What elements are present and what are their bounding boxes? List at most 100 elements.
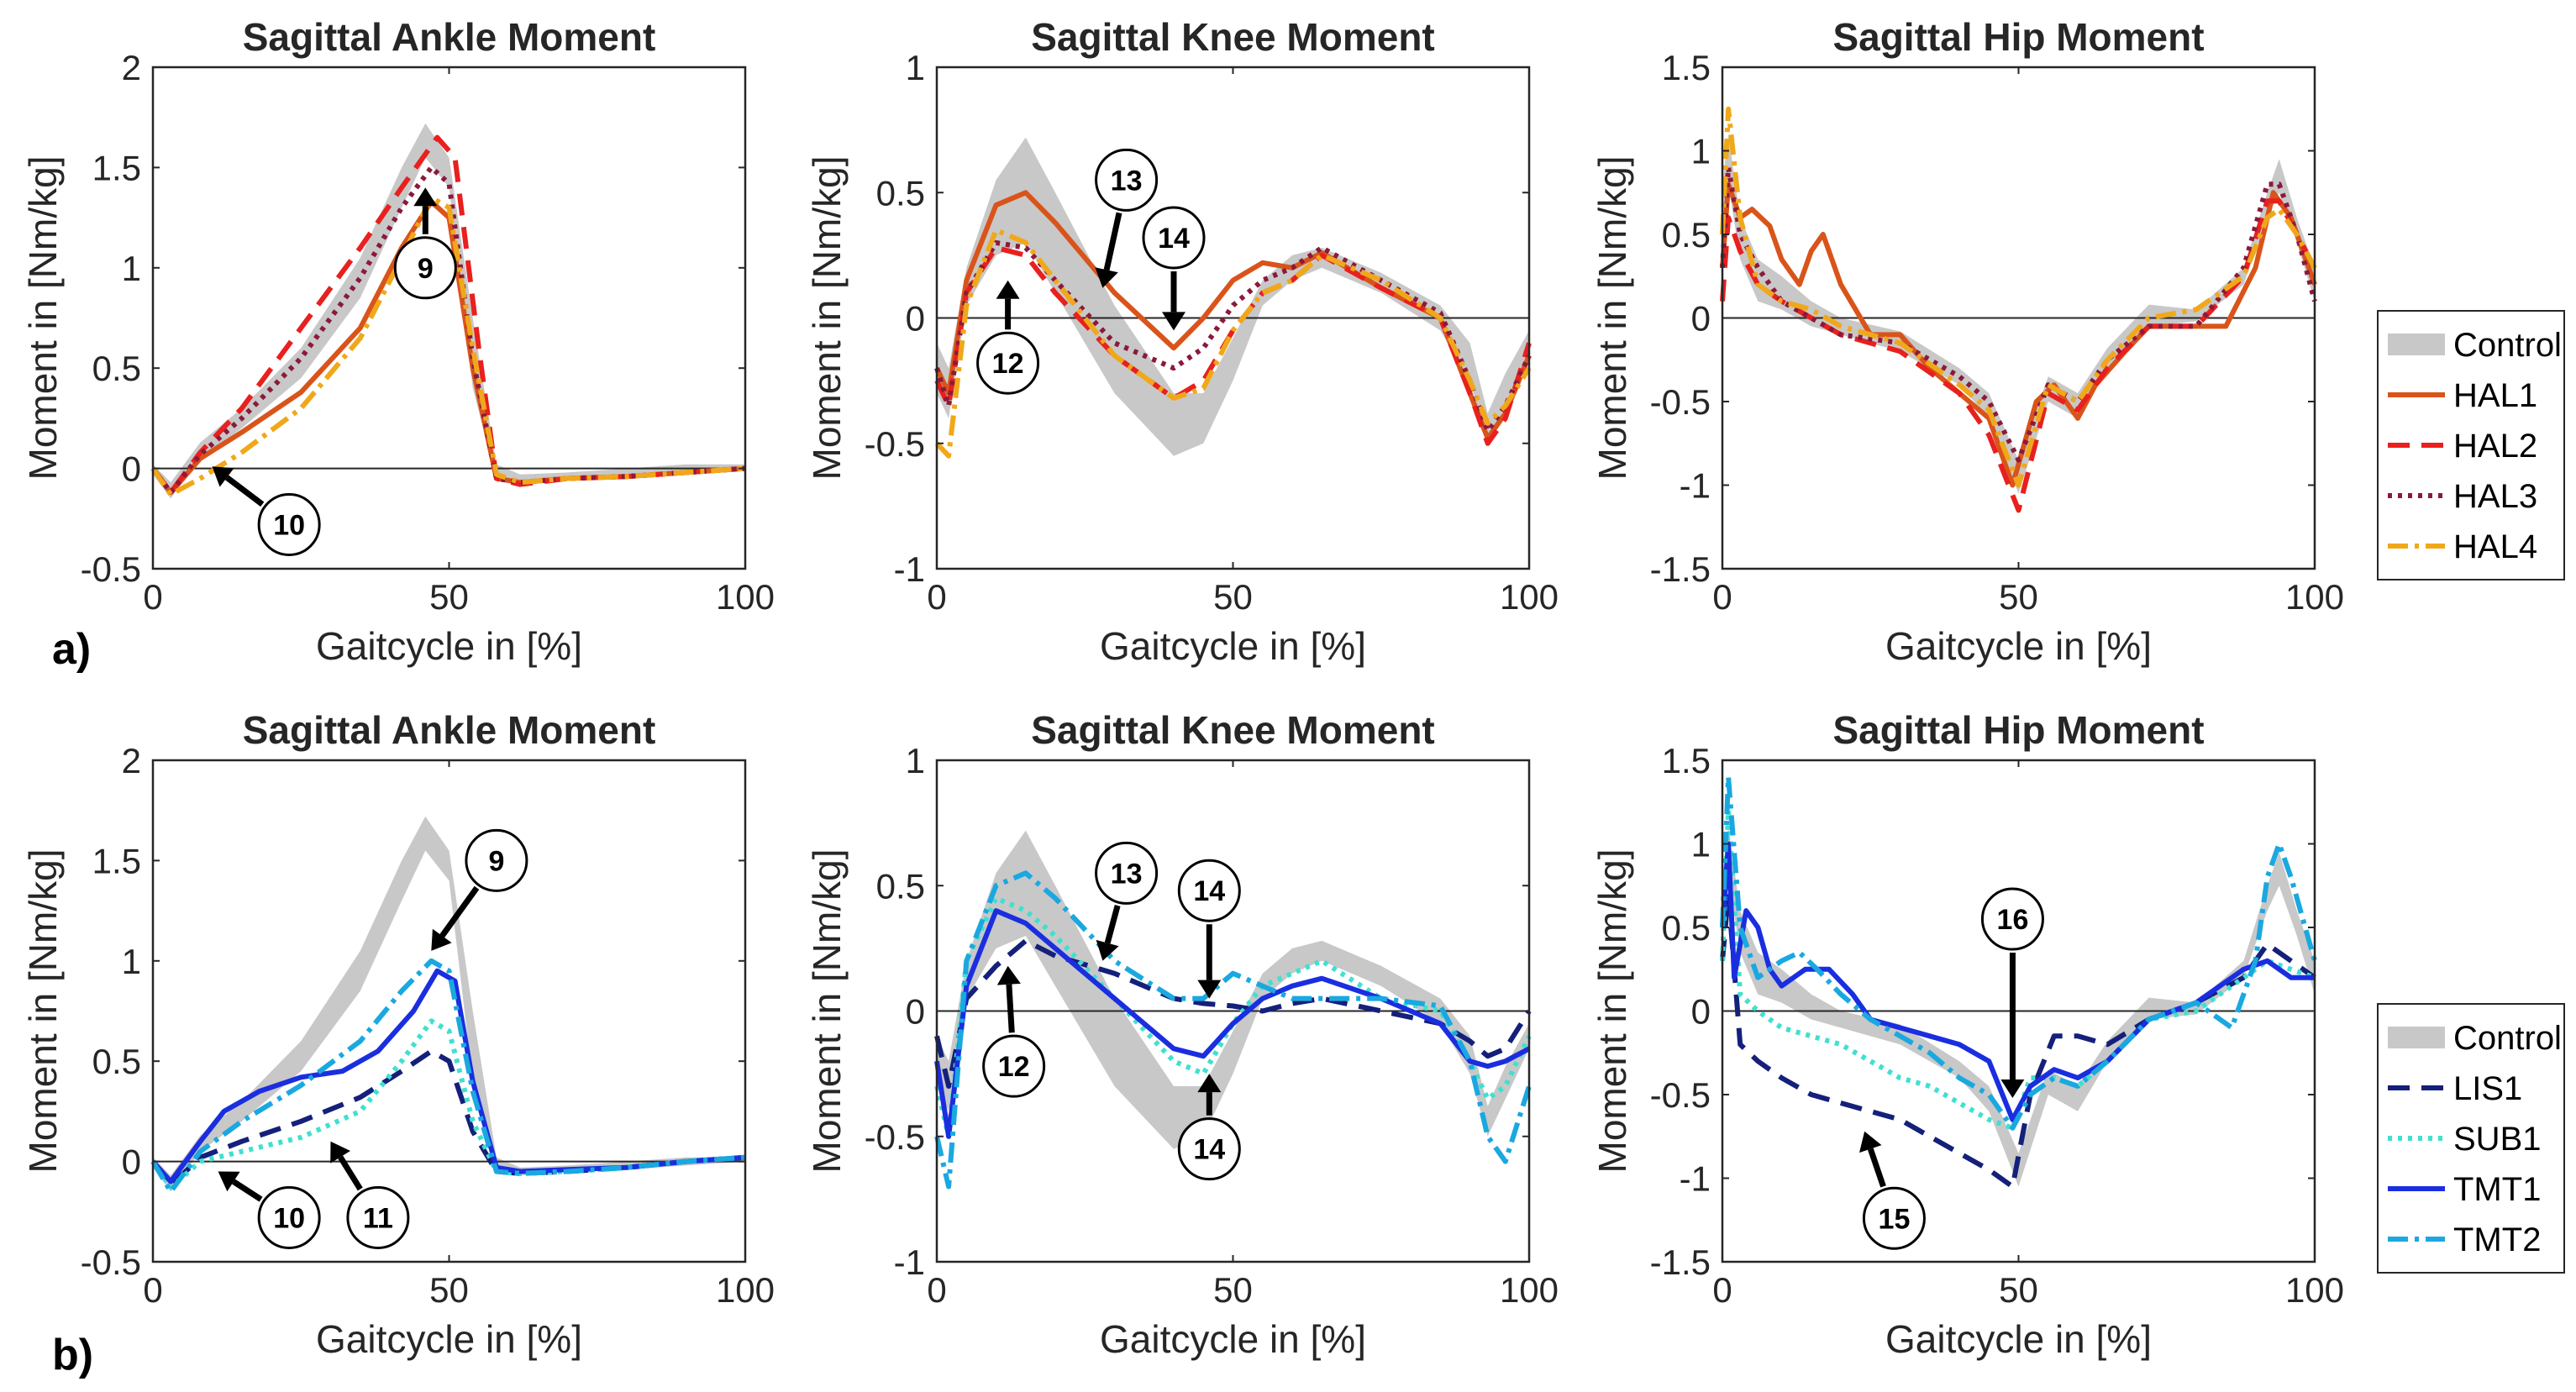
x-tick-label: 100 bbox=[1500, 577, 1559, 617]
y-tick-label: -0.5 bbox=[865, 424, 925, 464]
axes-frame bbox=[151, 66, 747, 570]
legend-label: HAL3 bbox=[2453, 478, 2537, 515]
annotation-label: 13 bbox=[1111, 858, 1143, 890]
series-line-tmt2 bbox=[1720, 774, 2317, 1131]
annotation-label: 16 bbox=[1997, 904, 2029, 936]
annotation-arrow-head bbox=[431, 928, 452, 951]
annotation-14: 14 bbox=[1177, 859, 1241, 999]
series-line-hal4 bbox=[934, 228, 1532, 459]
annotation-arrow-shaft bbox=[1103, 212, 1122, 271]
series-line-tmt1 bbox=[934, 908, 1531, 1139]
y-tick-label: -0.5 bbox=[81, 1242, 141, 1282]
control-band bbox=[1722, 134, 2315, 494]
y-tick-label: -0.5 bbox=[865, 1117, 925, 1157]
y-axis-label: Moment in [Nm/kg] bbox=[21, 849, 65, 1174]
annotation-circle bbox=[393, 236, 457, 300]
series-line-tmt2 bbox=[150, 958, 746, 1195]
series-line-lis1 bbox=[934, 938, 1532, 1089]
legend-label: Control bbox=[2453, 327, 2562, 364]
y-tick-label: 0.5 bbox=[876, 173, 925, 213]
y-tick-label: 0.5 bbox=[92, 349, 141, 388]
annotation-label: 14 bbox=[1193, 1134, 1225, 1166]
annotation-circle bbox=[465, 828, 528, 892]
annotation-circle bbox=[1980, 887, 2044, 951]
y-tick-label: 1 bbox=[1691, 132, 1711, 171]
legend-label: LIS1 bbox=[2453, 1070, 2522, 1107]
chart-title: Sagittal Hip Moment bbox=[1832, 708, 2204, 752]
annotation-arrow-shaft bbox=[224, 475, 265, 507]
chart-a-knee: 0 50 100 -1 -0.5 0 0.5 1 Sagittal Knee Moment Gai… bbox=[805, 15, 1559, 668]
y-axis-label: Moment in [Nm/kg] bbox=[805, 849, 849, 1174]
series-line-hal1 bbox=[150, 199, 746, 496]
annotation-circle bbox=[346, 1185, 410, 1249]
annotation-13: 13 bbox=[1095, 841, 1159, 961]
y-tick-label: 0.5 bbox=[1662, 908, 1711, 948]
control-band bbox=[153, 123, 745, 499]
y-axis-label: Moment in [Nm/kg] bbox=[1590, 849, 1634, 1174]
series-line-sub1 bbox=[1720, 807, 2316, 1131]
annotation-circle bbox=[1862, 1186, 1926, 1250]
annotation-arrow-head bbox=[2000, 1079, 2025, 1098]
y-tick-label: -1.5 bbox=[1650, 549, 1711, 589]
annotation-arrow-shaft bbox=[1006, 984, 1015, 1033]
y-tick-label: 0 bbox=[122, 449, 141, 489]
chart-b-knee: 0 50 100 -1 -0.5 0 0.5 1 Sagittal Knee Moment Gai… bbox=[805, 708, 1559, 1361]
x-tick-label: 0 bbox=[927, 577, 946, 617]
x-tick-label: 100 bbox=[716, 577, 775, 617]
y-tick-label: -1 bbox=[894, 549, 925, 589]
series-line-lis1 bbox=[150, 1048, 746, 1189]
legend-label: Control bbox=[2453, 1020, 2562, 1057]
y-tick-label: 0.5 bbox=[876, 866, 925, 906]
x-axis-label: Gaitcycle in [%] bbox=[316, 1317, 582, 1361]
x-tick-label: 0 bbox=[143, 577, 162, 617]
legend-b: Control LIS1 SUB1 TMT1 TMT2 bbox=[2377, 1003, 2565, 1274]
y-tick-label: 0.5 bbox=[92, 1042, 141, 1081]
annotation-15: 15 bbox=[1859, 1131, 1926, 1250]
annotation-14: 14 bbox=[1177, 1074, 1241, 1181]
series-line-hal2 bbox=[150, 134, 746, 496]
x-tick-label: 100 bbox=[1500, 1270, 1559, 1310]
annotation-11: 11 bbox=[330, 1141, 410, 1249]
chart-b-hip: 0 50 100 -1.5 -1 -0.5 0 0.5 1 1.5 Sagittal Hip Mom… bbox=[1590, 708, 2344, 1361]
legend-a: Control HAL1 HAL2 HAL3 HAL4 bbox=[2377, 310, 2565, 580]
annotation-arrow-head bbox=[996, 965, 1021, 985]
y-tick-label: 1 bbox=[122, 249, 141, 288]
annotation-arrow-shaft bbox=[1867, 1148, 1886, 1188]
annotation-14: 14 bbox=[1142, 206, 1206, 331]
series-line-hal2 bbox=[1720, 198, 2317, 513]
annotation-arrow-head bbox=[1096, 939, 1119, 961]
x-tick-label: 50 bbox=[429, 577, 469, 617]
series-line-tmt2 bbox=[934, 870, 1532, 1190]
annotation-circle bbox=[1177, 1117, 1241, 1181]
annotation-arrow-head bbox=[1095, 267, 1118, 288]
chart-a-hip: 0 50 100 -1.5 -1 -0.5 0 0.5 1 1.5 Sagittal Hip Mom… bbox=[1590, 15, 2344, 668]
x-tick-label: 0 bbox=[927, 1270, 946, 1310]
annotation-circle bbox=[1177, 859, 1241, 922]
y-tick-label: 0 bbox=[1691, 299, 1711, 339]
annotation-label: 13 bbox=[1111, 165, 1143, 197]
y-tick-label: 1 bbox=[906, 741, 925, 780]
annotation-10: 10 bbox=[212, 466, 321, 556]
x-tick-label: 50 bbox=[1213, 577, 1253, 617]
y-tick-label: -1 bbox=[1680, 1159, 1711, 1199]
annotation-arrow-head bbox=[1197, 980, 1222, 999]
y-tick-label: 1 bbox=[122, 942, 141, 981]
panel-label-a: a) bbox=[52, 625, 91, 674]
x-tick-label: 0 bbox=[1712, 1270, 1732, 1310]
annotation-arrow-head bbox=[218, 1171, 240, 1192]
x-axis-label: Gaitcycle in [%] bbox=[1885, 624, 2152, 668]
series-line-hal4 bbox=[1720, 106, 2317, 488]
control-band bbox=[1722, 827, 2315, 1187]
chart-title: Sagittal Ankle Moment bbox=[243, 15, 656, 59]
control-band bbox=[937, 137, 1529, 456]
annotation-circle bbox=[982, 1034, 1046, 1098]
y-tick-label: -1.5 bbox=[1650, 1242, 1711, 1282]
y-tick-label: -1 bbox=[894, 1242, 925, 1282]
annotation-circle bbox=[1095, 841, 1159, 905]
chart-title: Sagittal Knee Moment bbox=[1031, 708, 1435, 752]
x-tick-label: 50 bbox=[1999, 1270, 2038, 1310]
y-tick-label: 1 bbox=[906, 48, 925, 87]
legend-label: HAL2 bbox=[2453, 428, 2537, 465]
